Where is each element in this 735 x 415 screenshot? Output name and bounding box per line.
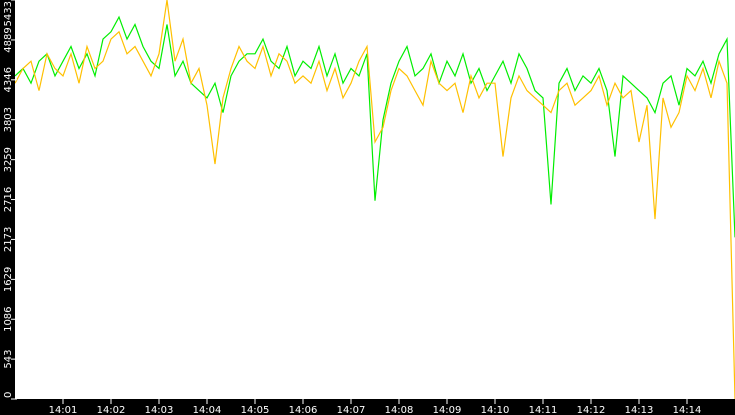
y-tick-label: 4346 — [3, 67, 14, 92]
x-tick-label: 14:01 — [49, 405, 78, 415]
y-tick-label: 1086 — [3, 306, 14, 331]
y-tick-label: 2173 — [3, 227, 14, 252]
y-tick-label: 4889 — [3, 27, 14, 52]
x-tick-label: 14:13 — [625, 405, 654, 415]
y-tick-label: 3259 — [3, 147, 14, 172]
series-layer — [14, 0, 735, 400]
y-tick-label: 1629 — [3, 267, 14, 292]
x-tick-label: 14:09 — [433, 405, 462, 415]
x-tick-label: 14:10 — [481, 405, 510, 415]
x-tick-label: 14:02 — [97, 405, 126, 415]
y-tick-label: 0 — [3, 392, 14, 398]
y-axis-strip — [0, 0, 15, 415]
x-tick-label: 14:07 — [337, 405, 366, 415]
x-tick-label: 14:03 — [145, 405, 174, 415]
y-tick-label: 5433 — [3, 1, 14, 26]
x-tick-label: 14:04 — [193, 405, 222, 415]
x-tick-label: 14:14 — [673, 405, 702, 415]
x-tick-label: 14:12 — [577, 405, 606, 415]
y-tick-label: 3803 — [3, 107, 14, 132]
x-tick-label: 14:08 — [385, 405, 414, 415]
x-tick-label: 14:11 — [529, 405, 558, 415]
x-tick-label: 14:05 — [241, 405, 270, 415]
y-tick-label: 2716 — [3, 187, 14, 212]
y-tick-label: 543 — [3, 350, 14, 369]
series-line-0 — [14, 15, 735, 238]
x-axis-strip — [0, 399, 735, 415]
x-axis: 14:01 14:02 14:03 14:04 14:05 14:06 14:07 14:08… — [49, 399, 702, 415]
series-line-1 — [14, 0, 735, 400]
x-tick-label: 14:06 — [289, 405, 318, 415]
